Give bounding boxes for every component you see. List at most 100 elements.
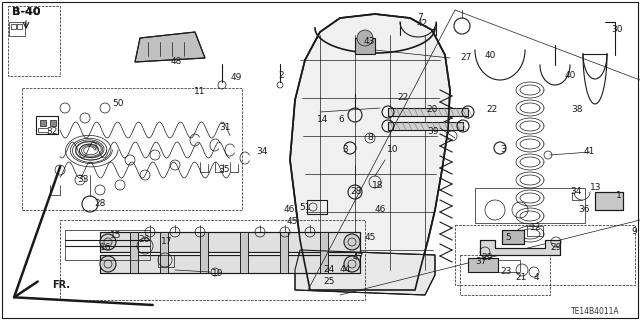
Text: 42: 42	[417, 20, 428, 28]
Polygon shape	[295, 250, 435, 295]
Bar	[200, 232, 208, 273]
Circle shape	[344, 256, 360, 272]
Text: 28: 28	[350, 188, 362, 196]
Bar	[160, 232, 168, 273]
Text: 22: 22	[486, 106, 498, 115]
Text: 37: 37	[476, 258, 487, 267]
Text: 9: 9	[631, 228, 637, 236]
Text: 39: 39	[428, 127, 439, 137]
Text: 51: 51	[300, 203, 311, 212]
Bar	[100, 255, 360, 273]
Text: 27: 27	[460, 53, 472, 62]
Bar	[595, 192, 623, 210]
Bar	[388, 108, 468, 116]
Bar	[355, 38, 375, 54]
Text: 22: 22	[397, 93, 408, 102]
Text: 17: 17	[161, 237, 173, 246]
Bar	[200, 232, 208, 273]
Bar	[280, 232, 288, 273]
Text: 29: 29	[550, 244, 562, 252]
Bar	[502, 230, 524, 244]
Text: 50: 50	[112, 100, 124, 108]
Circle shape	[100, 234, 116, 250]
Text: 25: 25	[323, 277, 335, 286]
Text: 32: 32	[46, 127, 58, 137]
Text: 10: 10	[387, 146, 399, 155]
Text: 40: 40	[484, 51, 496, 60]
Text: 34: 34	[570, 188, 582, 196]
Bar	[40, 120, 46, 126]
Text: 1: 1	[616, 191, 622, 201]
Bar	[9, 22, 25, 36]
Text: B-40: B-40	[12, 7, 40, 17]
Text: 14: 14	[317, 116, 329, 124]
Polygon shape	[135, 32, 205, 62]
Text: 47: 47	[352, 253, 364, 262]
Text: 19: 19	[212, 268, 224, 277]
Text: 44: 44	[339, 266, 351, 275]
Circle shape	[357, 30, 373, 46]
Bar	[595, 192, 623, 210]
Text: 11: 11	[195, 87, 205, 97]
Text: 45: 45	[364, 234, 376, 243]
Bar	[158, 255, 174, 267]
Polygon shape	[290, 14, 450, 290]
Bar	[240, 232, 248, 273]
Text: 41: 41	[583, 148, 595, 156]
Text: 36: 36	[579, 205, 589, 214]
Text: 7: 7	[417, 13, 423, 22]
Text: 46: 46	[284, 205, 294, 214]
Text: 18: 18	[372, 180, 384, 189]
Text: 40: 40	[564, 70, 576, 79]
Bar	[100, 232, 360, 252]
Text: 31: 31	[220, 124, 231, 132]
Text: 5: 5	[505, 234, 511, 243]
Text: 49: 49	[230, 74, 242, 83]
Text: 26: 26	[138, 236, 150, 244]
Bar	[527, 226, 543, 236]
Text: 2: 2	[278, 71, 284, 81]
Bar	[38, 128, 48, 132]
Text: B-40: B-40	[12, 7, 40, 17]
Bar	[8, 6, 60, 76]
Text: 35: 35	[218, 165, 230, 174]
Text: 33: 33	[77, 175, 89, 185]
Text: 46: 46	[374, 205, 386, 214]
Bar	[320, 232, 328, 273]
Text: 21: 21	[515, 273, 527, 282]
Bar	[388, 108, 468, 116]
Text: 12: 12	[531, 223, 541, 233]
Bar	[60, 220, 365, 300]
Text: 15: 15	[110, 230, 122, 239]
Text: 48: 48	[170, 58, 182, 67]
Text: 3: 3	[500, 146, 506, 155]
Bar	[22, 88, 242, 210]
Bar	[475, 188, 585, 223]
Text: FR.: FR.	[52, 280, 70, 290]
Bar	[280, 232, 288, 273]
Text: 24: 24	[323, 266, 335, 275]
Bar	[240, 232, 248, 273]
Text: 6: 6	[338, 116, 344, 124]
Text: 4: 4	[533, 274, 539, 283]
Bar	[65, 230, 150, 260]
Polygon shape	[480, 240, 560, 255]
Text: 13: 13	[590, 183, 602, 193]
Bar	[498, 260, 520, 272]
Text: 29: 29	[481, 253, 493, 262]
Text: 16: 16	[100, 244, 112, 252]
Text: 28: 28	[94, 199, 106, 209]
Bar	[160, 232, 168, 273]
Circle shape	[344, 234, 360, 250]
Text: 30: 30	[611, 26, 623, 35]
Bar	[468, 258, 498, 272]
Bar	[17, 24, 22, 29]
Text: 23: 23	[500, 268, 512, 276]
Text: TE14B4011A: TE14B4011A	[572, 308, 620, 316]
Text: 20: 20	[426, 106, 438, 115]
Bar	[502, 230, 524, 244]
Bar	[460, 255, 550, 295]
Text: 43: 43	[364, 37, 374, 46]
Bar	[455, 225, 635, 285]
Bar	[100, 232, 360, 252]
